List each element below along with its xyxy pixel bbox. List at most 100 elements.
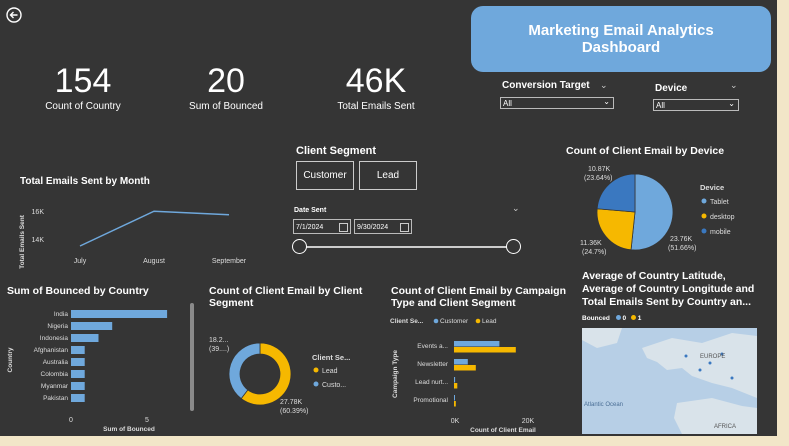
x-tick-label: September xyxy=(212,258,247,265)
map-point xyxy=(708,361,712,365)
y-tick-label: Events a... xyxy=(417,343,448,350)
bar-customer[interactable] xyxy=(454,341,500,347)
pie-slice-lead[interactable] xyxy=(240,342,292,406)
legend-item: 0 xyxy=(622,315,627,322)
title-line: Average of Country Longitude and xyxy=(582,283,755,295)
chevron-down-icon: ⌄ xyxy=(728,99,735,108)
bar-group xyxy=(454,341,516,407)
slider-track xyxy=(299,246,513,248)
bar-customer[interactable] xyxy=(454,395,455,401)
kpi-label: Sum of Bounced xyxy=(189,101,263,112)
y-tick-label: 16K xyxy=(32,209,45,216)
bar-myanmar[interactable] xyxy=(71,382,85,390)
campaign-bar-chart: Client Se... Customer Lead Campaign Type… xyxy=(390,318,536,434)
bar-customer[interactable] xyxy=(454,377,456,383)
chevron-down-icon[interactable]: ⌄ xyxy=(512,203,520,213)
date-start-input[interactable]: 7/1/2024 xyxy=(293,219,351,234)
segment-donut-title: Count of Client Email by Client Segment xyxy=(209,285,362,309)
y-axis-label: Total Emails Sent xyxy=(19,214,26,269)
segment-option-lead[interactable]: Lead xyxy=(359,161,417,190)
pie-slice-tablet[interactable] xyxy=(630,173,674,251)
kpi-value: 46K xyxy=(345,62,407,100)
slice-pct: (23.64%) xyxy=(584,175,612,182)
title-line: Segment xyxy=(209,297,254,309)
legend-item: Customer xyxy=(440,318,469,325)
map-label-africa: AFRICA xyxy=(714,424,736,430)
line-series xyxy=(79,210,230,247)
bar-india[interactable] xyxy=(71,310,168,318)
bar-afghanistan[interactable] xyxy=(71,346,85,354)
map-point xyxy=(698,368,702,372)
legend-item: Custo... xyxy=(322,382,346,389)
conversion-target-select[interactable]: All ⌄ xyxy=(500,97,614,109)
donut-slices xyxy=(228,342,292,406)
chevron-down-icon[interactable]: ⌄ xyxy=(730,80,738,90)
legend-marker xyxy=(475,318,481,324)
map-visual[interactable]: EUROPE Atlantic Ocean AFRICA xyxy=(582,328,757,434)
slice-pct: (24.7%) xyxy=(582,249,607,256)
date-end-input[interactable]: 9/30/2024 xyxy=(354,219,412,234)
bar-group: India Nigeria Indonesia Afghanistan Australi… xyxy=(34,310,168,402)
device-select[interactable]: All ⌄ xyxy=(653,99,739,111)
page-margin-bottom xyxy=(0,436,789,446)
slice-pct: (39....) xyxy=(209,346,229,353)
slider-handle-end[interactable] xyxy=(506,239,521,254)
date-end-value: 9/30/2024 xyxy=(357,224,389,231)
segment-option-customer[interactable]: Customer xyxy=(296,161,354,190)
x-tick-label: 5 xyxy=(145,417,149,424)
monthly-chart-title: Total Emails Sent by Month xyxy=(20,176,150,187)
date-sent-label: Date Sent xyxy=(294,207,327,214)
scrollbar[interactable] xyxy=(190,303,194,411)
bar-lead[interactable] xyxy=(454,347,516,353)
legend-title: Client Se... xyxy=(390,318,423,325)
client-segment-title: Client Segment xyxy=(296,145,377,157)
y-tick-label: Australia xyxy=(43,359,69,366)
bar-customer[interactable] xyxy=(454,359,468,365)
chevron-down-icon[interactable]: ⌄ xyxy=(600,80,608,90)
bar-indonesia[interactable] xyxy=(71,334,99,342)
bar-colombia[interactable] xyxy=(71,370,85,378)
device-chart-title: Count of Client Email by Device xyxy=(566,145,725,157)
legend-marker xyxy=(630,315,636,320)
legend-item: Lead xyxy=(482,318,497,325)
legend-title: Bounced xyxy=(582,315,610,322)
pie-slice-custo[interactable] xyxy=(228,342,261,400)
bar-lead[interactable] xyxy=(454,401,456,407)
legend-title: Client Se... xyxy=(312,353,350,362)
map-point xyxy=(720,352,724,356)
pie-slice-mobile[interactable] xyxy=(596,173,636,213)
segment-donut-chart: 18.2... (39....) 27.78K (60.39%) Client … xyxy=(209,337,350,415)
bar-pakistan[interactable] xyxy=(71,394,85,402)
bounced-bar-chart: Country India Nigeria Indonesia Afghanistan… xyxy=(7,310,168,433)
slice-label: 23.76K xyxy=(670,236,693,243)
date-range-slider[interactable] xyxy=(292,238,522,256)
slice-pct: (60.39%) xyxy=(280,408,308,415)
pie-slice-desktop[interactable] xyxy=(596,208,636,251)
map-label-europe: EUROPE xyxy=(700,354,725,360)
legend-marker xyxy=(701,198,707,204)
map-point xyxy=(684,354,688,358)
kpi-bounced-sum: 20 Sum of Bounced xyxy=(156,62,296,112)
x-axis-label: Count of Client Email xyxy=(470,427,536,434)
legend-item: desktop xyxy=(710,214,735,221)
slice-pct: (51.66%) xyxy=(668,245,696,252)
map-land-africa xyxy=(674,398,757,434)
bar-nigeria[interactable] xyxy=(71,322,113,330)
slider-handle-start[interactable] xyxy=(292,239,307,254)
legend-marker xyxy=(615,315,621,320)
device-filter-label: Device xyxy=(655,83,688,94)
page-title-line2: Dashboard xyxy=(581,39,661,56)
slice-label: 18.2... xyxy=(209,337,229,344)
calendar-icon xyxy=(400,223,409,232)
pie-slices xyxy=(596,173,674,251)
title-line: Type and Client Segment xyxy=(391,297,516,309)
bar-lead[interactable] xyxy=(454,383,458,389)
y-tick-label: Promotional xyxy=(413,397,448,404)
bar-australia[interactable] xyxy=(71,358,85,366)
bar-lead[interactable] xyxy=(454,365,476,371)
legend-item: 1 xyxy=(637,315,642,322)
slice-label: 10.87K xyxy=(588,166,611,173)
y-tick-label: Indonesia xyxy=(40,335,69,342)
dashboard-title-banner: Marketing Email Analytics Dashboard xyxy=(471,6,771,72)
back-arrow-icon[interactable] xyxy=(6,7,22,23)
